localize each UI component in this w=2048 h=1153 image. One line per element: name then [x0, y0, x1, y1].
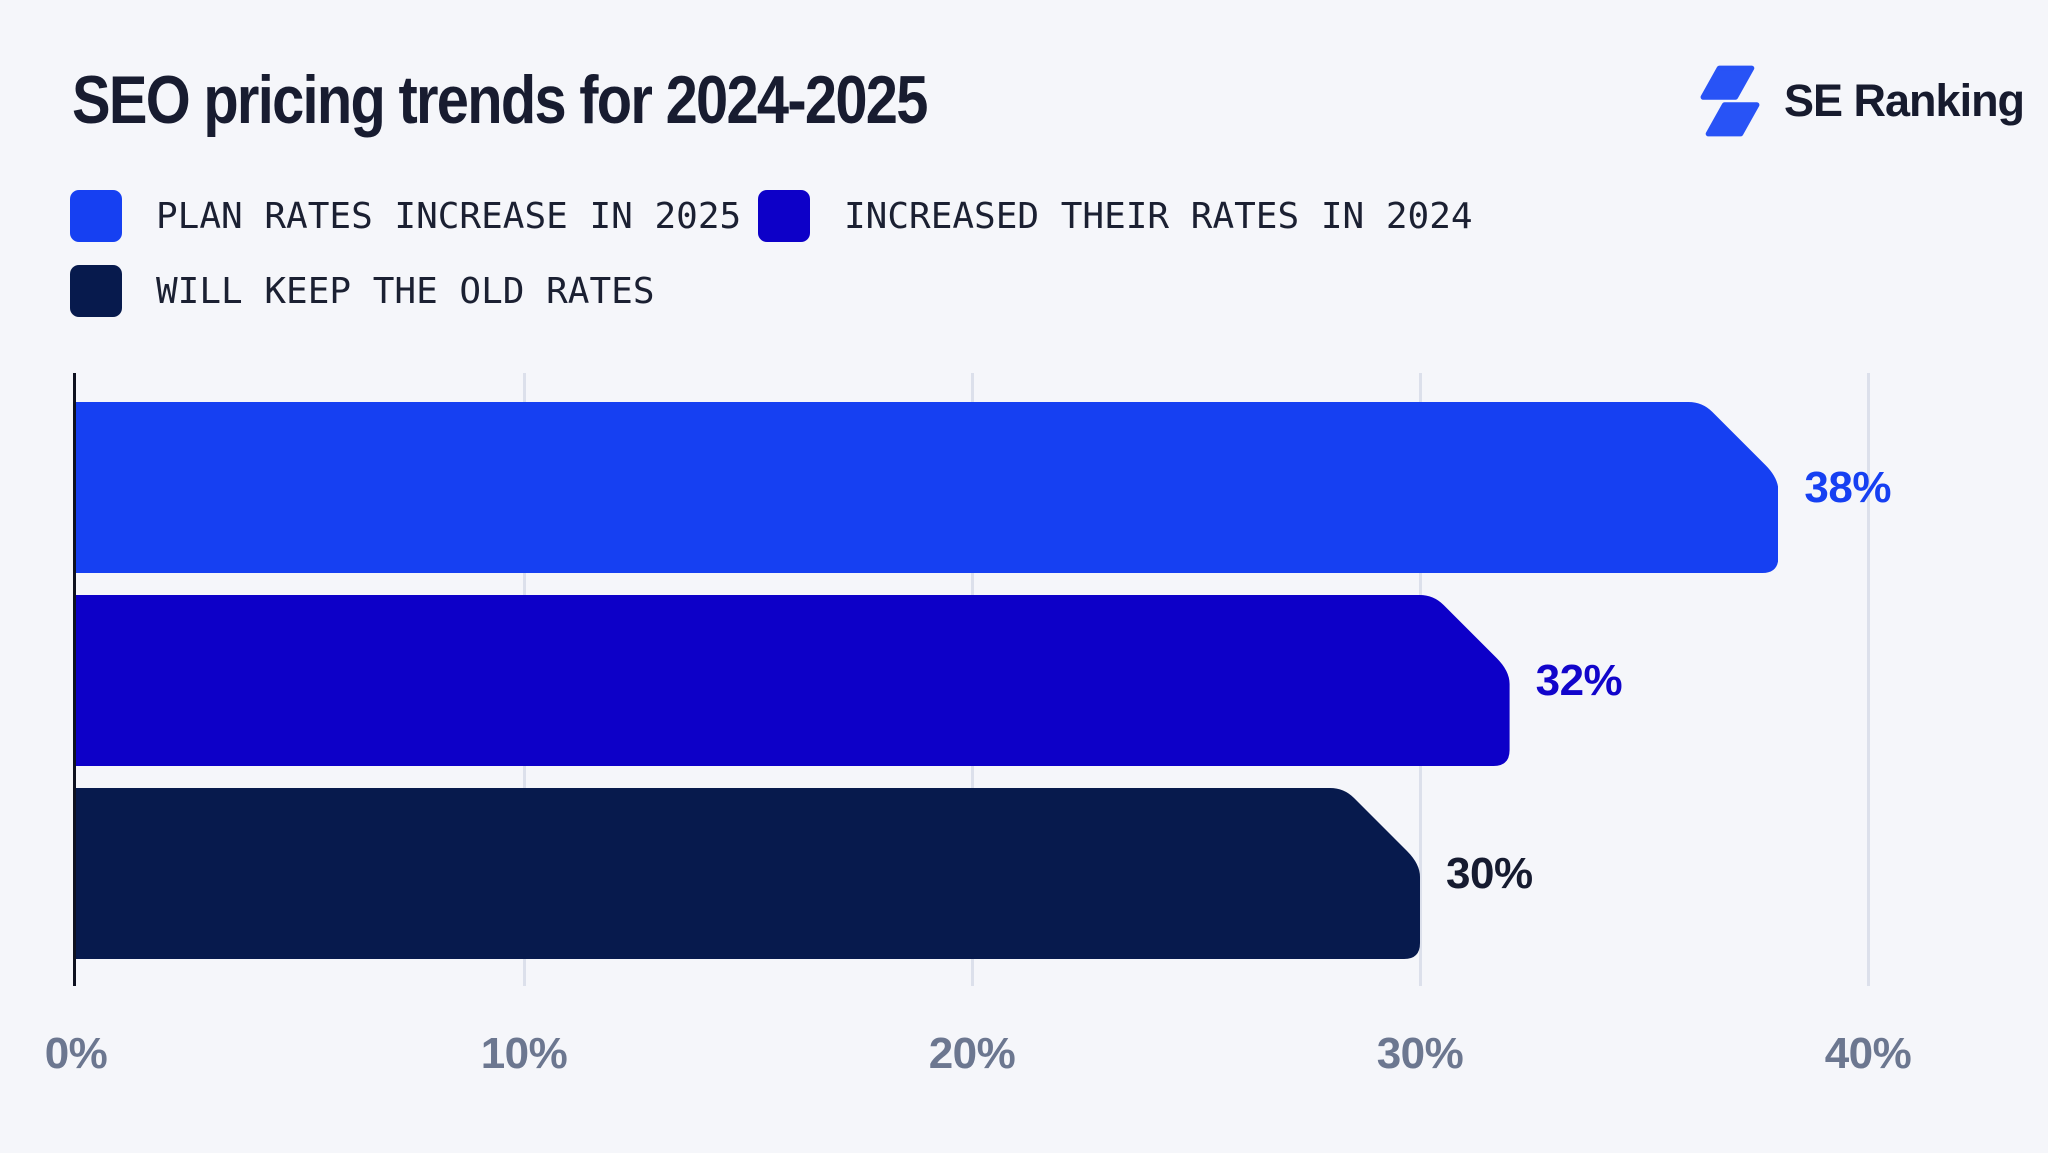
- x-axis-tick-label-0: 0%: [44, 1029, 108, 1078]
- value-label-30: 30%: [1446, 848, 1533, 898]
- legend-item-keep-old-rates: WILL KEEP THE OLD RATES: [70, 265, 655, 317]
- gridline-40pct: [1867, 373, 1870, 986]
- se-ranking-wordmark: SE Ranking: [1784, 75, 2025, 126]
- x-axis-tick-label-30: 30%: [1376, 1029, 1464, 1078]
- x-axis-tick-label-20: 20%: [928, 1029, 1016, 1078]
- bar-plan-rates-increase-2025: [76, 402, 1779, 573]
- legend-swatch-deep-blue: [758, 190, 810, 242]
- legend-swatch-bright-blue: [70, 190, 122, 242]
- bar-chart: 38% 32% 30% 0% 10% 20% 30% 40%: [0, 373, 2048, 1153]
- x-axis-tick-label-10: 10%: [480, 1029, 568, 1078]
- bar-increased-rates-2024: [76, 595, 1510, 766]
- value-label-32: 32%: [1535, 655, 1623, 705]
- legend-swatch-navy: [70, 265, 122, 317]
- y-axis-line: [73, 373, 76, 986]
- se-ranking-logo: SE Ranking: [1698, 62, 2025, 140]
- x-axis-tick-label-40: 40%: [1824, 1029, 1912, 1078]
- bar-keep-old-rates: [76, 788, 1420, 959]
- value-label-38: 38%: [1804, 462, 1891, 512]
- se-ranking-bolt-icon: [1700, 65, 1760, 137]
- page-title: SEO pricing trends for 2024-2025: [72, 62, 928, 138]
- legend-item-plan-rates-2025: PLAN RATES INCREASE IN 2025: [70, 190, 741, 242]
- legend-item-increased-2024: INCREASED THEIR RATES IN 2024: [758, 190, 1473, 242]
- legend-item-label: INCREASED THEIR RATES IN 2024: [844, 195, 1473, 237]
- legend-item-label: WILL KEEP THE OLD RATES: [156, 270, 655, 312]
- legend-item-label: PLAN RATES INCREASE IN 2025: [156, 195, 742, 237]
